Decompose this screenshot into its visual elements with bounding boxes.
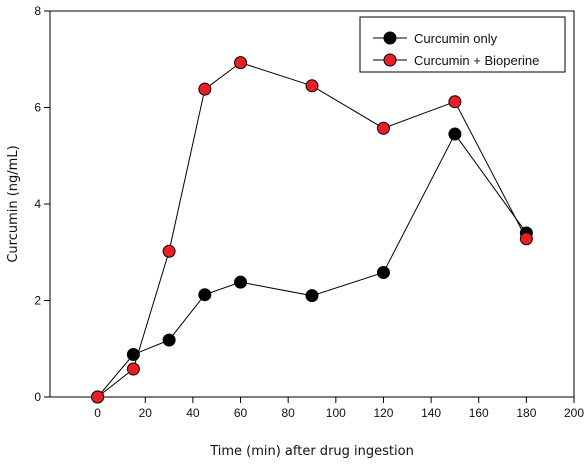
x-tick-label: 60: [234, 406, 248, 420]
x-tick-label: 140: [421, 406, 441, 420]
y-tick-label: 6: [34, 101, 41, 115]
y-tick-label: 0: [34, 390, 41, 404]
plot-area: [49, 10, 575, 398]
x-tick-label: 0: [94, 406, 101, 420]
x-tick-label: 100: [326, 406, 346, 420]
data-point-curcumin-bioperine: [376, 121, 390, 135]
data-point-curcumin-only: [198, 288, 212, 302]
data-point-curcumin-only: [234, 275, 248, 289]
data-point-curcumin-bioperine: [198, 82, 212, 96]
data-point-curcumin-bioperine: [448, 95, 462, 109]
data-point-curcumin-bioperine: [91, 390, 105, 404]
y-axis-label: Curcumin (ng/mL): [6, 145, 21, 262]
y-tick-label: 8: [34, 4, 41, 18]
y-tick-label: 4: [34, 197, 41, 211]
legend-marker-curcumin-bioperine: [383, 53, 397, 67]
x-axis-label: Time (min) after drug ingestion: [209, 444, 414, 459]
legend-label-curcumin-only: Curcumin only: [414, 31, 498, 46]
data-point-curcumin-bioperine: [126, 362, 140, 376]
y-tick-label: 2: [34, 294, 41, 308]
axis-ticks: 0 20 40 60 80 100 120 140 160 180 200 0 2 4 6 8: [34, 4, 584, 420]
data-point-curcumin-only: [305, 289, 319, 303]
x-tick-label: 120: [373, 406, 393, 420]
legend-label-curcumin-bioperine: Curcumin + Bioperine: [414, 53, 539, 68]
x-tick-label: 180: [516, 406, 536, 420]
x-tick-label: 20: [139, 406, 153, 420]
data-point-curcumin-only: [376, 266, 390, 280]
data-point-curcumin-only: [448, 127, 462, 141]
data-point-curcumin-only: [162, 333, 176, 347]
x-tick-label: 40: [186, 406, 200, 420]
x-tick-label: 200: [564, 406, 584, 420]
data-point-curcumin-bioperine: [519, 232, 533, 246]
x-tick-label: 160: [469, 406, 489, 420]
series-layer: [91, 56, 533, 404]
data-point-curcumin-bioperine: [162, 244, 176, 258]
x-tick-label: 80: [282, 406, 296, 420]
legend-marker-curcumin-only: [383, 31, 397, 45]
data-point-curcumin-bioperine: [234, 56, 248, 70]
legend: Curcumin only Curcumin + Bioperine: [359, 16, 566, 73]
data-point-curcumin-only: [126, 348, 140, 362]
data-point-curcumin-bioperine: [305, 79, 319, 93]
